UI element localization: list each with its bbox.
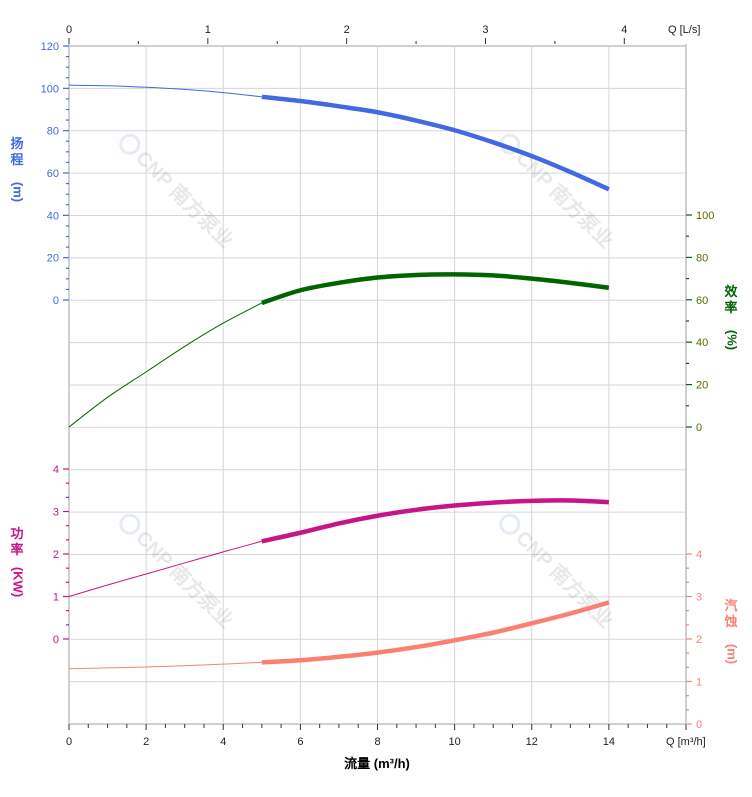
series-title-char: 率	[10, 542, 23, 557]
curve-扬程-operating	[261, 94, 610, 192]
series-title-char: 功	[10, 526, 23, 541]
curve-汽蚀-operating	[261, 600, 610, 665]
y-tick-label: 60	[696, 295, 708, 307]
top-tick-label: 0	[66, 24, 72, 36]
series-title-char: 蚀	[723, 614, 737, 629]
y-tick-label: 2	[696, 634, 702, 646]
y-tick-label: 0	[696, 719, 702, 731]
watermark-text: CNP 南方泵业	[131, 146, 238, 253]
y-tick-label: 80	[696, 252, 708, 264]
axes	[63, 38, 692, 730]
curve-效率-operating	[261, 272, 610, 306]
watermark-text: CNP 南方泵业	[131, 526, 238, 633]
curve-扬程-extended	[68, 84, 262, 98]
y-tick-label: 20	[47, 253, 59, 265]
y-tick-label: 40	[47, 210, 59, 222]
y-tick-label: 3	[696, 592, 702, 604]
watermark: CNP 南方泵业	[119, 513, 238, 633]
y-tick-label: 1	[696, 677, 702, 689]
top-tick-label: 1	[205, 24, 211, 36]
curve-功率-extended	[68, 540, 262, 597]
y-tick-label: 0	[53, 634, 59, 646]
top-tick-label: 3	[482, 24, 488, 36]
y-tick-label: 100	[41, 83, 59, 95]
watermarks: CNP 南方泵业 CNP 南方泵业 CNP 南方泵业 CNP 南方泵业	[119, 133, 618, 633]
y-tick-label: 0	[53, 295, 59, 307]
series-unit: (m)	[725, 644, 740, 664]
watermark: CNP 南方泵业	[499, 513, 618, 633]
top-tick-label: 4	[621, 24, 627, 36]
series-title-char: 效	[724, 284, 738, 299]
x-tick-label: 6	[297, 736, 303, 748]
x-tick-label: 4	[220, 736, 226, 748]
top-tick-label: 2	[344, 24, 350, 36]
curve-汽蚀-extended	[68, 661, 262, 670]
series-unit: (%)	[725, 330, 740, 350]
series-title-char: 率	[724, 300, 737, 315]
y-tick-label: 3	[53, 507, 59, 519]
y-tick-label: 100	[696, 210, 714, 222]
curves	[68, 84, 610, 670]
y-tick-label: 40	[696, 337, 708, 349]
x-axis-title: 流量 (m³/h)	[344, 756, 410, 771]
watermark-logo-icon	[499, 513, 521, 535]
series-unit: (KW)	[11, 567, 26, 597]
y-tick-label: 20	[696, 380, 708, 392]
series-unit: (m)	[11, 182, 26, 202]
series-title-char: 汽	[724, 598, 737, 613]
curve-效率-extended	[68, 302, 263, 428]
x-tick-label: 8	[374, 736, 380, 748]
watermark-logo-icon	[119, 133, 141, 155]
series-title-char: 扬	[10, 136, 23, 151]
curve-功率-operating	[261, 498, 609, 544]
y-tick-label: 4	[53, 464, 59, 476]
x-tick-label: 14	[603, 736, 615, 748]
x-tick-label: 10	[449, 736, 461, 748]
series-title-char: 程	[10, 152, 23, 167]
x-tick-label: 0	[66, 736, 72, 748]
x-tick-label: 12	[526, 736, 538, 748]
watermark-logo-icon	[119, 513, 141, 535]
watermark: CNP 南方泵业	[119, 133, 238, 253]
y-tick-label: 60	[47, 168, 59, 180]
x-axis-unit-label: Q [m³/h]	[666, 736, 706, 748]
watermark-text: CNP 南方泵业	[511, 146, 618, 253]
x-tick-label: 2	[143, 736, 149, 748]
y-tick-label: 120	[41, 41, 59, 53]
top-axis-unit-label: Q [L/s]	[668, 24, 700, 36]
y-tick-label: 0	[696, 422, 702, 434]
y-tick-label: 80	[47, 126, 59, 138]
y-tick-label: 1	[53, 592, 59, 604]
y-tick-label: 4	[696, 549, 702, 561]
y-tick-label: 2	[53, 549, 59, 561]
axis-labels: Q [L/s] Q [m³/h] 流量 (m³/h) 0 2 4 6 8 10 12 140 1…	[10, 24, 739, 771]
